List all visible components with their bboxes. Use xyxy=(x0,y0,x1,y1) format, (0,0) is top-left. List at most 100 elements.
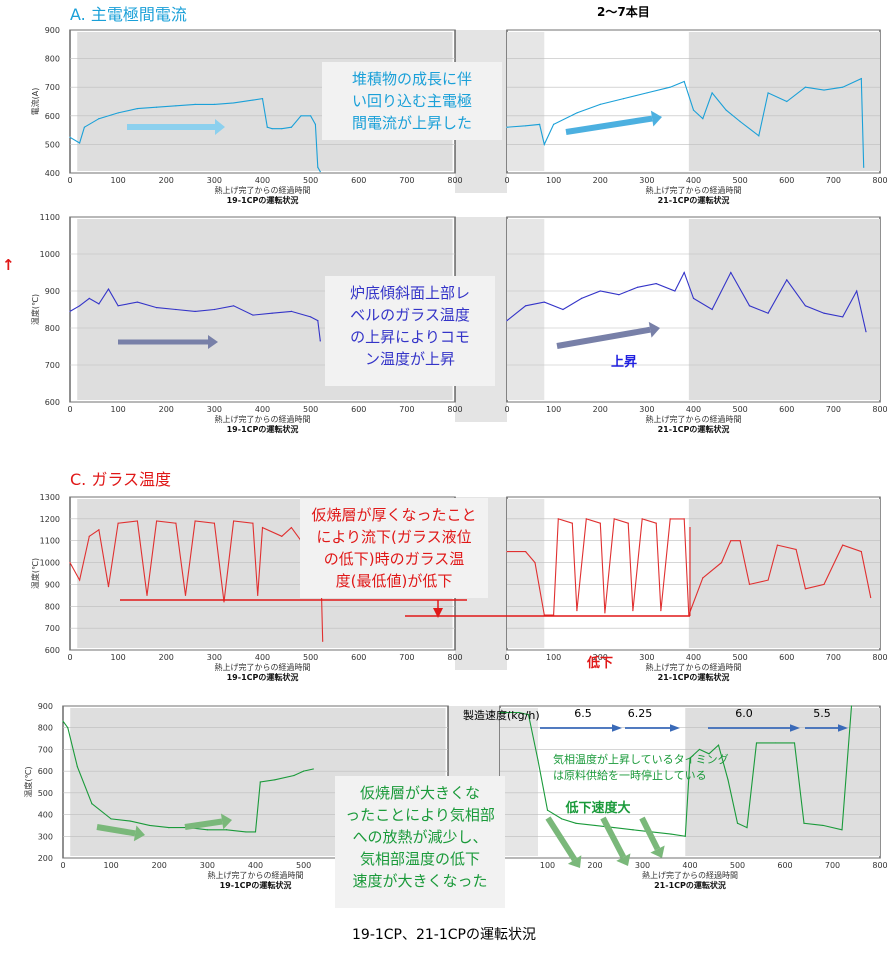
data-point xyxy=(293,774,295,777)
y-tick-label: 900 xyxy=(45,580,60,589)
data-point xyxy=(271,312,273,314)
x-tick-label: 300 xyxy=(207,176,222,185)
x-tick-label: 700 xyxy=(825,861,840,870)
trend-arrow xyxy=(565,115,653,135)
data-point xyxy=(110,818,112,820)
y-tick-label: 900 xyxy=(45,287,60,296)
data-point xyxy=(175,522,177,524)
note-text: は原料供給を一時停止している xyxy=(553,768,707,782)
data-point xyxy=(717,744,720,746)
y-tick-label: 800 xyxy=(45,602,60,611)
x-axis-label: 熱上げ完了からの経過時間 xyxy=(646,414,742,424)
data-point xyxy=(252,99,254,101)
data-point xyxy=(319,340,321,342)
data-point xyxy=(632,610,634,612)
x-tick-label: 200 xyxy=(593,176,608,185)
x-tick-label: 700 xyxy=(826,653,841,662)
data-point xyxy=(107,288,110,290)
trend-arrow-head xyxy=(208,335,218,349)
data-point xyxy=(692,109,695,111)
trend-arrow-head xyxy=(650,110,662,127)
data-point xyxy=(117,522,119,524)
x-tick-label: 0 xyxy=(67,405,72,414)
x-axis-label: 熱上げ完了からの経過時間 xyxy=(642,870,738,880)
trend-arrow-head xyxy=(650,845,665,858)
data-point xyxy=(627,522,629,524)
x-axis-label: 熱上げ完了からの経過時間 xyxy=(646,662,742,672)
data-point xyxy=(194,103,196,105)
annotation-text: ベルのガラス温度 xyxy=(350,306,470,324)
data-point xyxy=(274,779,276,781)
data-point xyxy=(76,766,79,768)
data-point xyxy=(702,577,704,579)
data-point xyxy=(786,100,788,103)
data-point xyxy=(136,520,138,522)
data-point xyxy=(117,305,119,307)
data-point xyxy=(319,170,321,173)
x-tick-label: 500 xyxy=(296,861,311,870)
y-tick-label: 700 xyxy=(45,361,60,370)
data-point xyxy=(88,297,90,299)
x-axis-label: 熱上げ完了からの経過時間 xyxy=(215,185,311,195)
header-note: 2〜7本目 xyxy=(597,4,650,19)
x-tick-label: 800 xyxy=(872,861,887,870)
x-tick-label: 300 xyxy=(639,405,654,414)
data-point xyxy=(310,115,312,117)
data-point xyxy=(641,518,643,520)
x-tick-label: 800 xyxy=(447,176,462,185)
shaded-region xyxy=(688,32,880,171)
annotation-text: 仮焼層が厚くなったこと xyxy=(311,506,476,524)
side-marker: ↑ xyxy=(2,256,15,274)
data-point xyxy=(518,711,520,714)
data-point xyxy=(575,822,577,824)
data-point xyxy=(67,727,69,729)
x-tick-label: 200 xyxy=(593,653,608,662)
y-tick-label: 600 xyxy=(45,112,60,121)
y-axis-label: 温度(℃) xyxy=(23,766,33,797)
y-tick-label: 700 xyxy=(45,624,60,633)
x-tick-label: 300 xyxy=(207,405,222,414)
data-point xyxy=(562,308,564,311)
panel-D: D. 気相部温度20030040050060070080090001002003… xyxy=(23,702,888,908)
x-tick-label: 400 xyxy=(682,861,697,870)
data-point xyxy=(708,753,710,755)
data-point xyxy=(767,312,769,314)
y-tick-label: 900 xyxy=(38,702,53,711)
data-point xyxy=(823,583,825,586)
data-point xyxy=(506,126,508,128)
y-tick-label: 800 xyxy=(45,55,60,64)
data-point xyxy=(692,297,695,299)
data-point xyxy=(184,594,187,596)
data-point xyxy=(689,757,691,759)
x-tick-label: 800 xyxy=(872,176,887,185)
data-point xyxy=(842,316,844,318)
x-tick-label: 0 xyxy=(60,861,65,870)
annotation-box xyxy=(335,776,505,908)
data-point xyxy=(257,594,259,596)
data-point xyxy=(226,829,228,831)
annotation-text: 炉底傾斜面上部レ xyxy=(350,284,470,302)
x-tick-label: 100 xyxy=(546,176,561,185)
x-tick-label: 800 xyxy=(447,405,462,414)
data-point xyxy=(683,518,685,520)
data-point xyxy=(527,714,530,716)
x-tick-label: 400 xyxy=(686,653,701,662)
data-point xyxy=(317,320,319,322)
y-tick-label: 600 xyxy=(45,646,60,655)
data-point xyxy=(823,89,825,91)
x-axis-label: 熱上げ完了からの経過時間 xyxy=(646,185,742,195)
x-tick-label: 800 xyxy=(872,405,887,414)
annotation-text: の低下)時のガラス温 xyxy=(324,550,465,568)
data-point xyxy=(599,522,601,524)
right-annotation-label: 上昇 xyxy=(599,148,625,163)
data-point xyxy=(730,540,732,542)
data-point xyxy=(670,833,672,835)
reference-arrow-head xyxy=(433,608,443,618)
x-tick-label: 500 xyxy=(730,861,745,870)
x-tick-label: 200 xyxy=(159,176,174,185)
speed-value: 6.0 xyxy=(735,707,753,720)
data-point xyxy=(156,307,158,309)
panel-A: A. 主電極間電流 400 500 600 700 800 900 0 100 200 300 400… xyxy=(30,5,888,205)
data-point xyxy=(604,612,606,614)
data-point xyxy=(698,748,701,751)
